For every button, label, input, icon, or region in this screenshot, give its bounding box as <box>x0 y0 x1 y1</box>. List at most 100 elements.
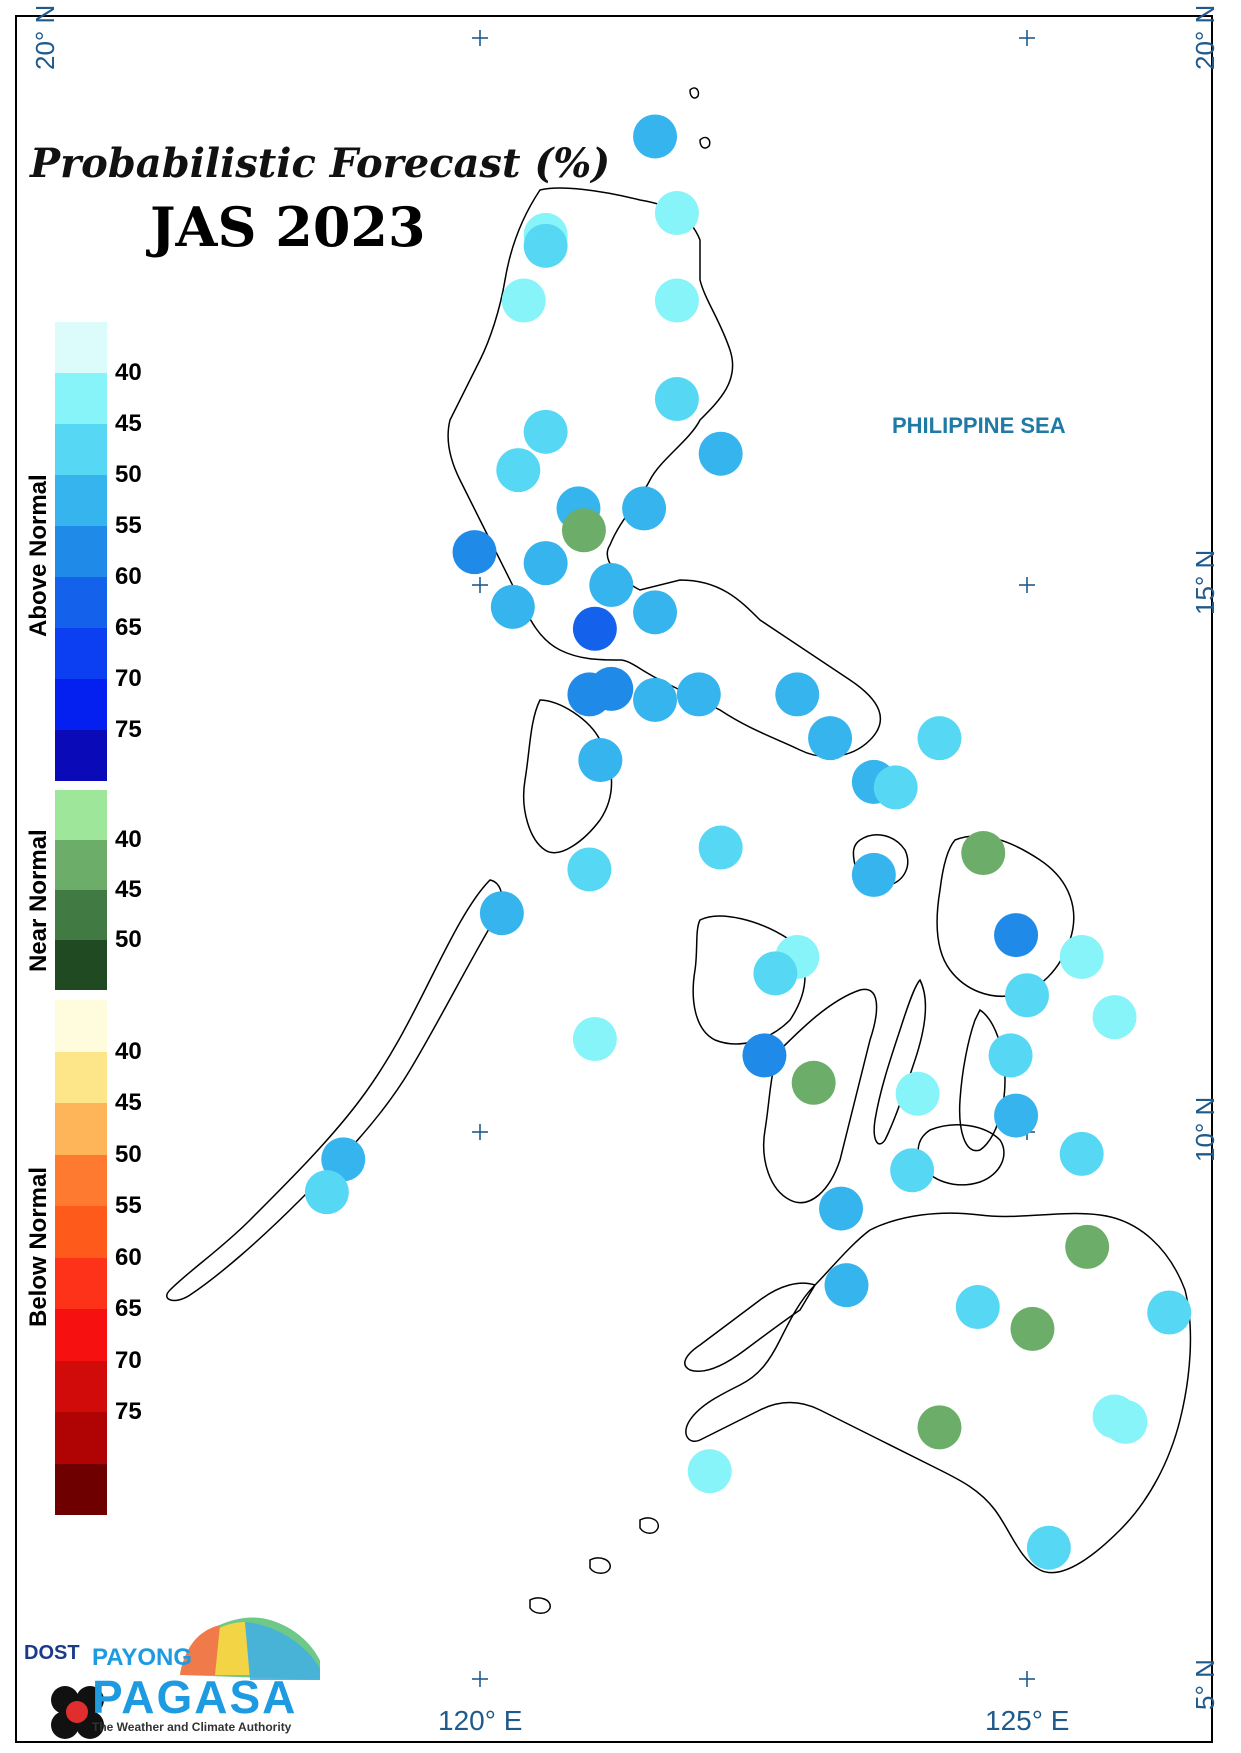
legend-tick-label: 50 <box>115 926 142 953</box>
legend-swatch <box>55 526 107 577</box>
station-marker <box>304 1170 349 1215</box>
map-frame <box>15 15 1213 1743</box>
station-marker <box>633 114 678 159</box>
station-marker <box>890 1148 935 1193</box>
station-marker <box>1103 1399 1148 1444</box>
legend-swatch <box>55 1360 107 1412</box>
legend-tick-label: 60 <box>115 563 142 590</box>
legend-tick-label: 55 <box>115 512 142 539</box>
station-marker <box>572 606 617 651</box>
legend-tick-label: 40 <box>115 826 142 853</box>
legend-swatch <box>55 577 107 628</box>
forecast-period: JAS 2023 <box>150 195 426 259</box>
station-marker <box>955 1285 1000 1330</box>
station-marker <box>961 831 1006 876</box>
legend-tick-label: 50 <box>115 461 142 488</box>
station-marker <box>622 486 667 531</box>
station-marker <box>698 431 743 476</box>
station-marker <box>851 852 896 897</box>
station-marker <box>523 541 568 586</box>
station-marker <box>819 1186 864 1231</box>
station-marker <box>742 1033 787 1078</box>
legend-tick-label: 45 <box>115 410 142 437</box>
lat-label-10-right: 10° N <box>1190 1096 1220 1162</box>
legend-tick-label: 55 <box>115 1192 142 1219</box>
station-marker <box>578 738 623 783</box>
station-marker <box>452 530 497 575</box>
station-marker <box>523 409 568 454</box>
station-marker <box>988 1033 1033 1078</box>
station-marker <box>808 716 853 761</box>
legend-swatch <box>55 679 107 730</box>
payong-text: PAYONG <box>92 1644 193 1671</box>
legend-label-above: Above Normal <box>25 474 52 637</box>
legend-tick-label: 75 <box>115 716 142 743</box>
station-marker <box>496 448 541 493</box>
legend-swatch <box>55 1463 107 1515</box>
station-marker <box>501 278 546 323</box>
lon-label-120: 120° E <box>438 1705 523 1736</box>
dost-text: DOST <box>24 1642 80 1664</box>
legend-tick-label: 70 <box>115 665 142 692</box>
station-marker <box>1010 1306 1055 1351</box>
station-marker <box>572 1017 617 1062</box>
station-marker <box>1147 1290 1192 1335</box>
station-marker <box>589 666 634 711</box>
legend-tick-label: 45 <box>115 876 142 903</box>
station-marker <box>791 1060 836 1105</box>
station-marker <box>1065 1224 1110 1269</box>
legend-swatch <box>55 475 107 526</box>
lat-label-5-right: 5° N <box>1190 1659 1220 1710</box>
station-marker <box>633 590 678 635</box>
station-marker <box>1092 995 1137 1040</box>
legend-tick-label: 60 <box>115 1243 142 1271</box>
station-marker <box>753 951 798 996</box>
station-marker <box>775 672 820 717</box>
legend-swatch <box>55 1309 107 1361</box>
station-marker <box>873 765 918 810</box>
legend-tick-label: 50 <box>115 1140 142 1168</box>
legend-swatch <box>55 1412 107 1464</box>
umbrella-icon <box>51 1617 320 1739</box>
legend-swatch <box>55 1154 107 1206</box>
legend-tick-label: 40 <box>115 359 142 386</box>
legend-swatch <box>55 790 107 840</box>
station-marker <box>567 847 612 892</box>
station-marker <box>479 891 524 936</box>
legend-swatch <box>55 628 107 679</box>
legend-swatch <box>55 424 107 475</box>
station-marker <box>654 377 699 422</box>
station-marker <box>994 913 1039 958</box>
sea-label: PHILIPPINE SEA <box>892 413 1066 438</box>
legend-tick-label: 65 <box>115 614 142 641</box>
station-marker <box>523 223 568 268</box>
station-marker <box>687 1449 732 1494</box>
station-marker <box>824 1263 869 1308</box>
legend-swatch <box>55 840 107 890</box>
legend-tick-label: 65 <box>115 1295 142 1322</box>
station-marker <box>490 584 535 629</box>
logo-tagline: The Weather and Climate Authority <box>92 1720 292 1734</box>
map-title: Probabilistic Forecast (%) <box>30 140 611 187</box>
legend-label-below: Below Normal <box>25 1166 52 1327</box>
station-marker <box>1026 1525 1071 1570</box>
station-marker <box>654 278 699 323</box>
legend-tick-label: 40 <box>115 1037 142 1065</box>
station-markers <box>304 114 1192 1570</box>
legend-swatch <box>55 890 107 940</box>
pagasa-logo: DOST PAYONG PAGASA The Weather and Clima… <box>20 1600 320 1740</box>
station-marker <box>1005 973 1049 1018</box>
pagasa-text: PAGASA <box>92 1671 298 1723</box>
legend-tick-label: 75 <box>115 1398 142 1425</box>
legend-swatch <box>55 322 107 373</box>
lat-label-20-right: 20° N <box>1190 4 1220 70</box>
station-marker <box>633 677 678 722</box>
station-marker <box>917 716 962 761</box>
station-marker <box>654 191 699 236</box>
station-marker <box>676 672 721 717</box>
legend-swatch <box>55 1000 107 1052</box>
legend-swatch <box>55 1257 107 1309</box>
legend-tick-label: 45 <box>115 1089 142 1116</box>
legend-swatch <box>55 373 107 424</box>
